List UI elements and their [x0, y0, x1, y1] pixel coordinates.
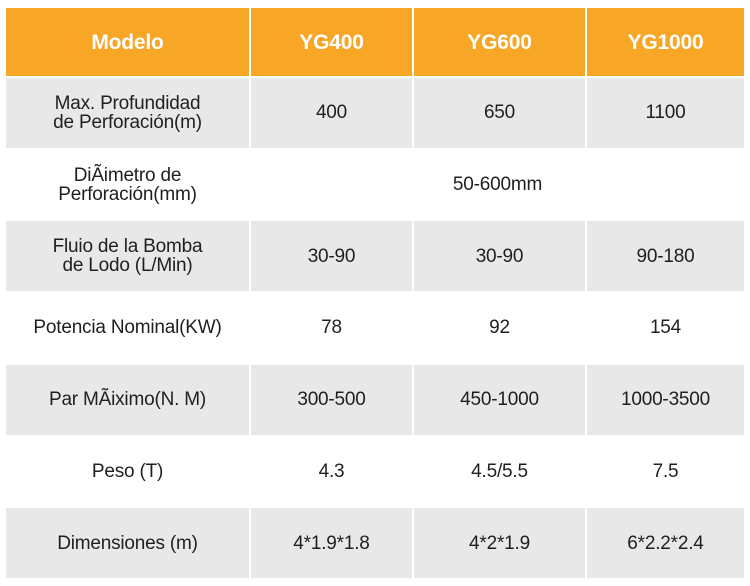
- header-model-label: Modelo: [4, 6, 251, 78]
- table-cell: 154: [585, 291, 746, 365]
- table-row: Max. Profundidad de Perforación(m) 400 6…: [4, 76, 746, 150]
- table-cell: 300-500: [249, 362, 414, 437]
- table-cell: 650: [412, 76, 587, 150]
- table-cell: 92: [412, 291, 587, 365]
- table-row: Fluio de la Bomba de Lodo (L/Min) 30-90 …: [4, 219, 746, 294]
- table-cell: 78: [249, 291, 414, 365]
- spec-table: Modelo YG400 YG600 YG1000 Max. Profundid…: [4, 6, 746, 580]
- table-cell: 4.3: [249, 434, 414, 509]
- table-cell: 4*1.9*1.8: [249, 506, 414, 580]
- row-label-dimensions: Dimensiones (m): [4, 506, 251, 580]
- header-model-yg600: YG600: [412, 6, 587, 78]
- table-cell: 450-1000: [412, 362, 587, 437]
- table-cell: 1000-3500: [585, 362, 746, 437]
- table-cell: 30-90: [249, 219, 414, 294]
- spec-table-container: Modelo YG400 YG600 YG1000 Max. Profundid…: [4, 6, 746, 580]
- table-row: Par MÃiximo(N. M) 300-500 450-1000 1000-…: [4, 362, 746, 437]
- table-cell: 90-180: [585, 219, 746, 294]
- table-cell: 6*2.2*2.4: [585, 506, 746, 580]
- table-cell: 400: [249, 76, 414, 150]
- table-row: DiÃimetro de Perforación(mm) 50-600mm: [4, 147, 746, 222]
- table-cell: 1100: [585, 76, 746, 150]
- table-row: Peso (T) 4.3 4.5/5.5 7.5: [4, 434, 746, 509]
- row-label-power: Potencia Nominal(KW): [4, 291, 251, 365]
- table-cell-merged: 50-600mm: [249, 147, 746, 222]
- header-model-yg1000: YG1000: [585, 6, 746, 78]
- row-label-pump-flow: Fluio de la Bomba de Lodo (L/Min): [4, 219, 251, 294]
- row-label-weight: Peso (T): [4, 434, 251, 509]
- header-model-yg400: YG400: [249, 6, 414, 78]
- row-label-torque: Par MÃiximo(N. M): [4, 362, 251, 437]
- table-cell: 4.5/5.5: [412, 434, 587, 509]
- table-cell: 7.5: [585, 434, 746, 509]
- row-label-max-depth: Max. Profundidad de Perforación(m): [4, 76, 251, 150]
- table-cell: 30-90: [412, 219, 587, 294]
- row-label-diameter: DiÃimetro de Perforación(mm): [4, 147, 251, 222]
- header-row: Modelo YG400 YG600 YG1000: [4, 6, 746, 78]
- table-row: Potencia Nominal(KW) 78 92 154: [4, 291, 746, 365]
- table-row: Dimensiones (m) 4*1.9*1.8 4*2*1.9 6*2.2*…: [4, 506, 746, 580]
- table-cell: 4*2*1.9: [412, 506, 587, 580]
